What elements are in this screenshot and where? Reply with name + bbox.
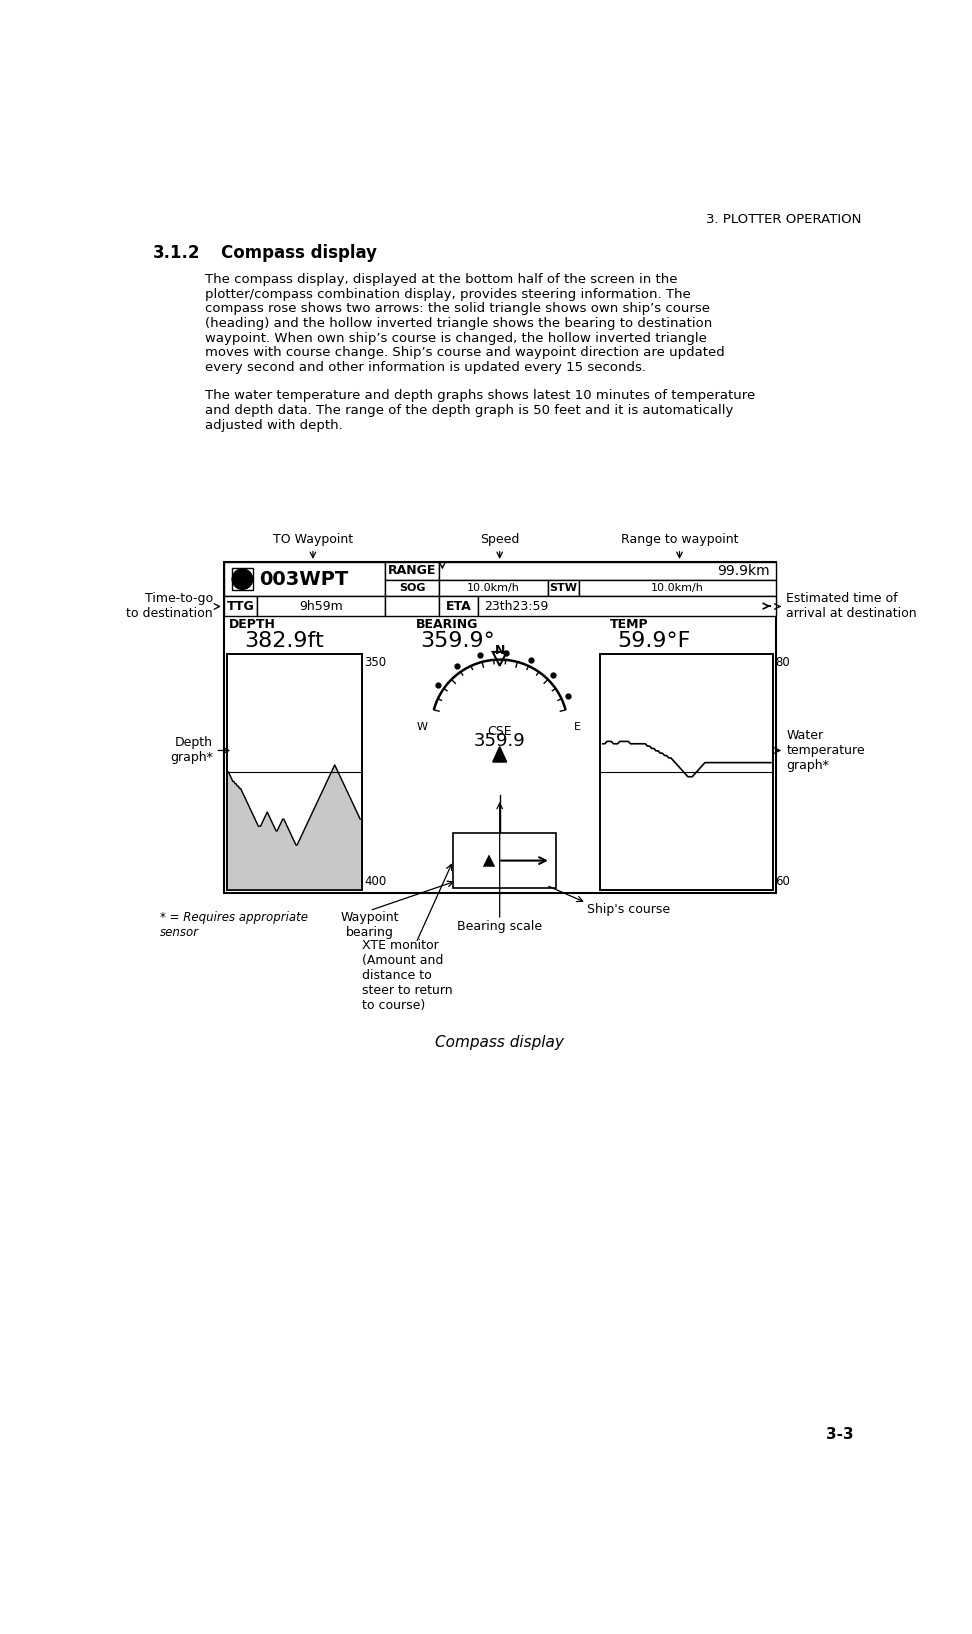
Text: 359.9°: 359.9° bbox=[420, 631, 495, 650]
Text: 350: 350 bbox=[364, 655, 386, 668]
Bar bbox=[478, 596, 777, 616]
Circle shape bbox=[232, 569, 253, 590]
Text: SOG: SOG bbox=[399, 583, 426, 593]
Text: 10.0km/h: 10.0km/h bbox=[651, 583, 704, 593]
Text: (heading) and the hollow inverted triangle shows the bearing to destination: (heading) and the hollow inverted triang… bbox=[205, 317, 712, 330]
Text: Compass display: Compass display bbox=[435, 1036, 564, 1051]
Text: Time-to-go
to destination: Time-to-go to destination bbox=[126, 593, 213, 621]
Text: compass rose shows two arrows: the solid triangle shows own ship’s course: compass rose shows two arrows: the solid… bbox=[205, 302, 711, 315]
Bar bbox=[231, 569, 254, 590]
Text: 80: 80 bbox=[776, 655, 790, 668]
Text: 9h59m: 9h59m bbox=[299, 600, 343, 613]
Text: Bearing scale: Bearing scale bbox=[457, 920, 542, 933]
Text: The compass display, displayed at the bottom half of the screen in the: The compass display, displayed at the bo… bbox=[205, 273, 677, 286]
Text: TO Waypoint: TO Waypoint bbox=[273, 533, 353, 546]
Text: Waypoint
bearing: Waypoint bearing bbox=[340, 910, 399, 938]
Text: and depth data. The range of the depth graph is 50 feet and it is automatically: and depth data. The range of the depth g… bbox=[205, 404, 734, 417]
Bar bbox=[224, 596, 258, 616]
Text: TEMP: TEMP bbox=[609, 618, 648, 631]
Polygon shape bbox=[228, 765, 361, 891]
Text: 359.9: 359.9 bbox=[473, 732, 526, 750]
Text: E: E bbox=[573, 722, 580, 732]
Text: W: W bbox=[417, 722, 428, 732]
Circle shape bbox=[232, 569, 253, 590]
Text: 3. PLOTTER OPERATION: 3. PLOTTER OPERATION bbox=[707, 212, 861, 225]
Bar bbox=[224, 562, 385, 596]
Bar bbox=[385, 596, 439, 616]
Bar bbox=[453, 833, 556, 889]
Bar bbox=[578, 580, 777, 596]
Bar bbox=[601, 654, 774, 891]
Bar bbox=[258, 596, 385, 616]
Text: DEPTH: DEPTH bbox=[228, 618, 275, 631]
Text: 3.1.2: 3.1.2 bbox=[153, 243, 200, 261]
Text: * = Requires appropriate
sensor: * = Requires appropriate sensor bbox=[160, 910, 308, 938]
Text: RANGE: RANGE bbox=[388, 564, 436, 577]
Text: CSE: CSE bbox=[487, 725, 512, 737]
Text: waypoint. When own ship’s course is changed, the hollow inverted triangle: waypoint. When own ship’s course is chan… bbox=[205, 332, 707, 345]
Text: 003WPT: 003WPT bbox=[260, 570, 349, 588]
Text: 59.9°F: 59.9°F bbox=[617, 631, 691, 650]
Text: Water
temperature
graph*: Water temperature graph* bbox=[786, 729, 865, 771]
Bar bbox=[226, 654, 362, 891]
Text: Depth
graph*: Depth graph* bbox=[170, 737, 213, 765]
Polygon shape bbox=[483, 855, 495, 866]
Text: ETA: ETA bbox=[446, 600, 471, 613]
Text: 99.9km: 99.9km bbox=[717, 564, 770, 578]
Text: 382.9ft: 382.9ft bbox=[244, 631, 324, 650]
Text: adjusted with depth.: adjusted with depth. bbox=[205, 418, 343, 431]
Text: BEARING: BEARING bbox=[416, 618, 478, 631]
Bar bbox=[601, 654, 774, 891]
Text: 60: 60 bbox=[776, 876, 790, 889]
Bar bbox=[226, 654, 362, 891]
Bar bbox=[439, 562, 777, 580]
Text: Speed: Speed bbox=[480, 533, 519, 546]
Text: TTG: TTG bbox=[226, 600, 255, 613]
Text: 10.0km/h: 10.0km/h bbox=[468, 583, 520, 593]
Text: Ship's course: Ship's course bbox=[586, 904, 670, 917]
Text: Estimated time of
arrival at destination: Estimated time of arrival at destination bbox=[786, 593, 917, 621]
Text: The water temperature and depth graphs shows latest 10 minutes of temperature: The water temperature and depth graphs s… bbox=[205, 389, 755, 402]
Polygon shape bbox=[493, 747, 506, 761]
Bar bbox=[548, 580, 578, 596]
Text: every second and other information is updated every 15 seconds.: every second and other information is up… bbox=[205, 361, 646, 374]
Bar bbox=[385, 562, 439, 580]
Text: XTE monitor
(Amount and
distance to
steer to return
to course): XTE monitor (Amount and distance to stee… bbox=[362, 940, 452, 1011]
Bar bbox=[439, 596, 478, 616]
Text: plotter/compass combination display, provides steering information. The: plotter/compass combination display, pro… bbox=[205, 288, 691, 301]
Text: N: N bbox=[495, 644, 504, 657]
Text: Compass display: Compass display bbox=[221, 243, 377, 261]
Bar bbox=[385, 580, 439, 596]
Text: STW: STW bbox=[549, 583, 577, 593]
Text: 23th23:59: 23th23:59 bbox=[484, 600, 548, 613]
Text: 3-3: 3-3 bbox=[826, 1426, 853, 1441]
Text: moves with course change. Ship’s course and waypoint direction are updated: moves with course change. Ship’s course … bbox=[205, 346, 725, 359]
Bar bbox=[439, 580, 548, 596]
Bar bbox=[224, 562, 777, 892]
Text: Range to waypoint: Range to waypoint bbox=[621, 533, 739, 546]
Text: 400: 400 bbox=[364, 876, 386, 889]
